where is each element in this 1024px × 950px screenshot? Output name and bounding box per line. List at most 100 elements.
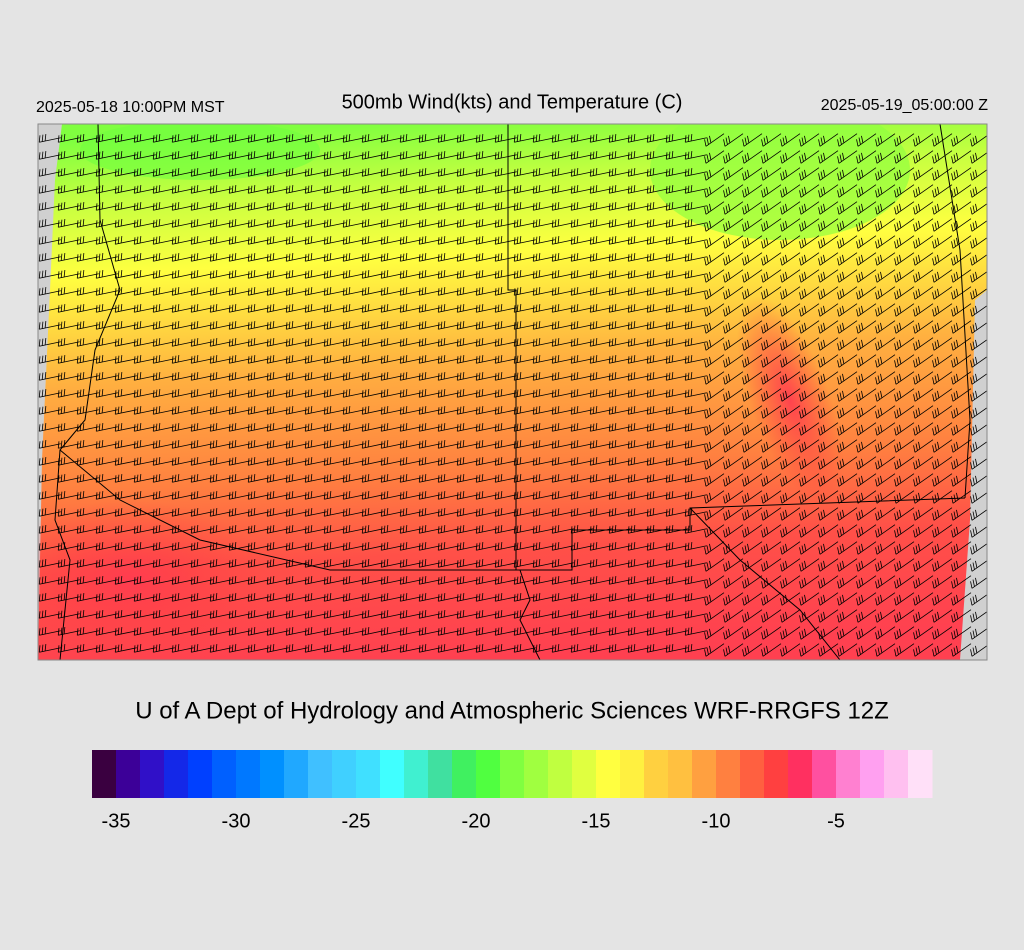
wind-barb bbox=[76, 405, 99, 415]
wind-barb bbox=[76, 269, 99, 279]
wind-barb bbox=[761, 524, 782, 538]
wind-barb bbox=[780, 592, 801, 606]
wind-barb bbox=[894, 150, 915, 164]
wind-barb bbox=[323, 184, 346, 194]
wind-barb bbox=[304, 456, 327, 466]
wind-barb bbox=[76, 167, 99, 177]
wind-barb bbox=[532, 643, 555, 653]
wind-barb bbox=[570, 541, 593, 551]
wind-barb bbox=[913, 167, 934, 181]
wind-barb bbox=[684, 133, 707, 143]
wind-barb bbox=[437, 371, 460, 381]
wind-barb bbox=[761, 507, 782, 521]
wind-barb bbox=[551, 626, 574, 636]
wind-barb bbox=[951, 320, 972, 334]
wind-barb bbox=[837, 201, 858, 215]
wind-barb bbox=[456, 371, 479, 381]
wind-barb bbox=[399, 524, 422, 534]
wind-barb bbox=[95, 490, 118, 500]
wind-barb bbox=[361, 388, 384, 398]
wind-barb bbox=[399, 473, 422, 483]
wind-barb bbox=[171, 490, 194, 500]
wind-barb bbox=[856, 252, 877, 266]
wind-barb bbox=[247, 133, 270, 143]
wind-barb bbox=[133, 626, 156, 636]
wind-barb bbox=[475, 167, 498, 177]
wind-barb bbox=[894, 524, 915, 538]
warm-band bbox=[736, 295, 844, 505]
wind-barb bbox=[875, 609, 896, 623]
wind-barbs bbox=[38, 133, 987, 657]
wind-barb bbox=[913, 643, 934, 657]
wind-barb bbox=[380, 252, 403, 262]
wind-barb bbox=[665, 439, 688, 449]
wind-barb bbox=[247, 575, 270, 585]
wind-barb bbox=[380, 507, 403, 517]
wind-barb bbox=[456, 269, 479, 279]
wind-barb bbox=[228, 524, 251, 534]
wind-barb bbox=[228, 269, 251, 279]
wind-barb bbox=[742, 133, 763, 147]
wind-barb bbox=[418, 303, 441, 313]
colorbar-swatch bbox=[740, 750, 765, 798]
wind-barb bbox=[228, 592, 251, 602]
wind-barb bbox=[932, 320, 953, 334]
wind-barb bbox=[171, 337, 194, 347]
wind-barb bbox=[437, 201, 460, 211]
wind-barb bbox=[475, 286, 498, 296]
wind-barb bbox=[818, 473, 839, 487]
wind-barb bbox=[723, 354, 744, 368]
wind-barb bbox=[114, 371, 137, 381]
wind-barb bbox=[114, 320, 137, 330]
wind-barb bbox=[304, 252, 327, 262]
wind-barb bbox=[76, 201, 99, 211]
wind-barb bbox=[437, 269, 460, 279]
colorbar-swatch bbox=[476, 750, 501, 798]
wind-barb bbox=[856, 456, 877, 470]
wind-barb bbox=[646, 524, 669, 534]
wind-barb bbox=[190, 405, 213, 415]
wind-barb bbox=[684, 405, 707, 415]
wind-barb bbox=[932, 405, 953, 419]
wind-barb bbox=[152, 473, 175, 483]
wind-barb bbox=[742, 422, 763, 436]
wind-barb bbox=[228, 456, 251, 466]
wind-barb bbox=[684, 303, 707, 313]
wind-barb bbox=[608, 524, 631, 534]
wind-barb bbox=[932, 388, 953, 402]
wind-barb bbox=[152, 643, 175, 653]
wind-barb bbox=[304, 388, 327, 398]
wind-barb bbox=[380, 473, 403, 483]
wind-barb bbox=[475, 592, 498, 602]
wind-barb bbox=[285, 184, 308, 194]
wind-barb bbox=[209, 541, 232, 551]
wind-barb bbox=[133, 286, 156, 296]
wind-barb bbox=[970, 220, 987, 232]
wind-barb bbox=[475, 405, 498, 415]
wind-barb bbox=[723, 541, 744, 555]
wind-barb bbox=[780, 150, 801, 164]
wind-barb bbox=[761, 592, 782, 606]
wind-barb bbox=[551, 269, 574, 279]
wind-barb bbox=[285, 456, 308, 466]
wind-barb bbox=[361, 558, 384, 568]
wind-barb bbox=[742, 456, 763, 470]
wind-barb bbox=[380, 626, 403, 636]
wind-barb bbox=[437, 235, 460, 245]
wind-barb bbox=[190, 167, 213, 177]
wind-barb bbox=[38, 473, 61, 483]
wind-barb bbox=[494, 371, 517, 381]
wind-barb bbox=[133, 507, 156, 517]
wind-barb bbox=[551, 541, 574, 551]
wind-barb bbox=[133, 371, 156, 381]
wind-barb bbox=[551, 388, 574, 398]
colorbar-swatch bbox=[716, 750, 741, 798]
wind-barb bbox=[875, 184, 896, 198]
wind-barb bbox=[837, 184, 858, 198]
wind-barb bbox=[799, 422, 820, 436]
wind-barb bbox=[970, 135, 987, 147]
wind-barb bbox=[76, 643, 99, 653]
wind-barb bbox=[894, 286, 915, 300]
wind-barb bbox=[608, 371, 631, 381]
